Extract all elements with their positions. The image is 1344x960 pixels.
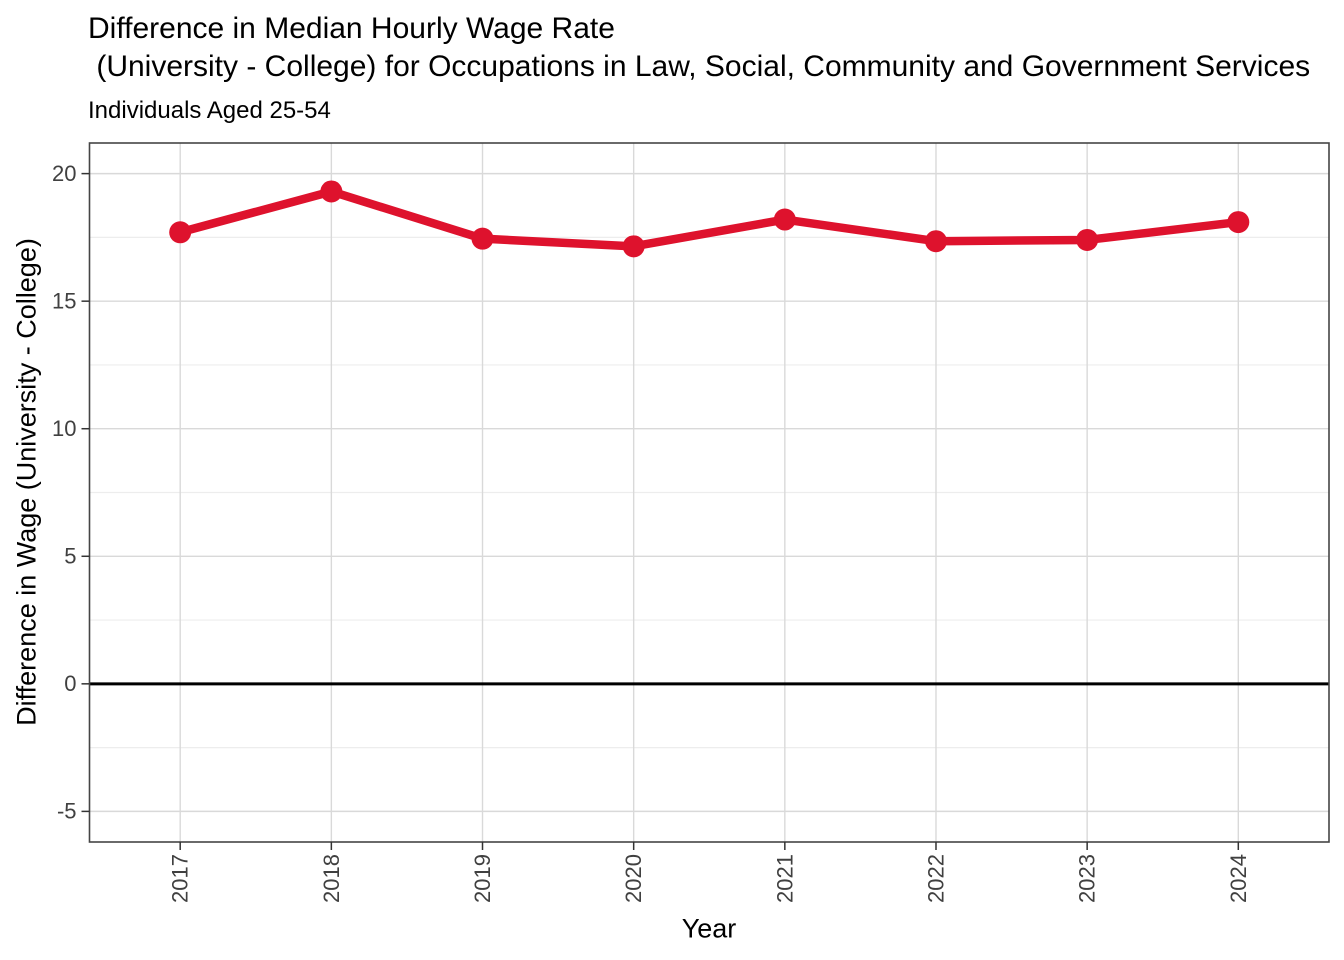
x-tick-label: 2024 <box>1226 854 1251 903</box>
chart-title-line1: Difference in Median Hourly Wage Rate <box>88 12 615 45</box>
data-point <box>1076 228 1099 251</box>
data-point <box>1227 211 1250 234</box>
data-point <box>169 221 192 244</box>
y-tick-label: 0 <box>64 671 76 696</box>
y-tick-label: 5 <box>64 544 76 569</box>
data-point <box>320 180 343 203</box>
data-point <box>773 208 796 231</box>
data-point <box>622 235 645 258</box>
y-tick-label: 15 <box>52 288 76 313</box>
y-tick-label: -5 <box>57 799 77 824</box>
x-tick-label: 2019 <box>470 854 495 903</box>
wage-difference-line <box>175 187 1243 251</box>
x-tick-label: 2023 <box>1075 854 1100 903</box>
panel-border <box>88 142 1330 843</box>
data-point <box>924 230 947 253</box>
y-tick-label: 20 <box>52 161 76 186</box>
x-tick-label: 2022 <box>923 854 948 903</box>
chart-title-line2: (University - College) for Occupations i… <box>88 50 1311 83</box>
chart-subtitle: Individuals Aged 25-54 <box>88 97 331 124</box>
x-axis-title: Year <box>681 913 737 944</box>
x-tick-label: 2021 <box>772 854 797 903</box>
data-point <box>471 227 494 250</box>
x-tick-label: 2017 <box>168 854 193 903</box>
x-tick-label: 2018 <box>319 854 344 903</box>
y-tick-label: 10 <box>52 416 76 441</box>
x-tick-label: 2020 <box>621 854 646 903</box>
